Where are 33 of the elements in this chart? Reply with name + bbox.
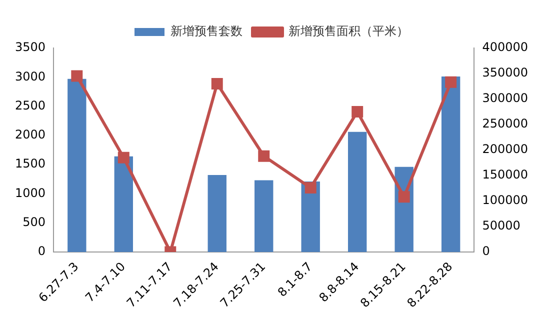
y2-tick-label: 400000 bbox=[482, 40, 528, 54]
y2-tick-label: 0 bbox=[482, 244, 490, 258]
y2-tick-label: 50000 bbox=[482, 218, 520, 233]
y2-tick-label: 200000 bbox=[482, 142, 528, 156]
y-tick-label: 2000 bbox=[14, 128, 46, 142]
point bbox=[445, 76, 457, 88]
point bbox=[71, 70, 83, 82]
y-tick-label: 3000 bbox=[14, 69, 46, 84]
y-tick-label: 1500 bbox=[14, 156, 46, 171]
legend-label: 新增预售面积（平米） bbox=[288, 24, 408, 38]
point bbox=[398, 191, 410, 203]
point bbox=[258, 150, 270, 162]
point bbox=[304, 182, 316, 194]
y-tick-label: 500 bbox=[22, 214, 46, 229]
point bbox=[211, 78, 223, 90]
y2-tick-label: 100000 bbox=[482, 193, 528, 208]
bar bbox=[68, 78, 86, 252]
y-tick-label: 3500 bbox=[14, 40, 46, 54]
point bbox=[118, 152, 130, 164]
y2-tick-label: 150000 bbox=[482, 168, 528, 182]
bar bbox=[208, 175, 226, 252]
y-tick-label: 2500 bbox=[14, 98, 46, 112]
y-tick-label: 1000 bbox=[14, 186, 46, 200]
point bbox=[352, 106, 364, 118]
bar bbox=[114, 156, 133, 252]
y-tick-label: 0 bbox=[38, 244, 46, 258]
legend-label: 新增预售套数 bbox=[170, 24, 242, 38]
y2-tick-label: 350000 bbox=[482, 66, 528, 80]
bar bbox=[254, 180, 274, 252]
y2-tick-label: 300000 bbox=[482, 91, 528, 106]
bar bbox=[348, 132, 367, 252]
bar bbox=[441, 76, 460, 252]
y2-tick-label: 250000 bbox=[482, 116, 528, 131]
